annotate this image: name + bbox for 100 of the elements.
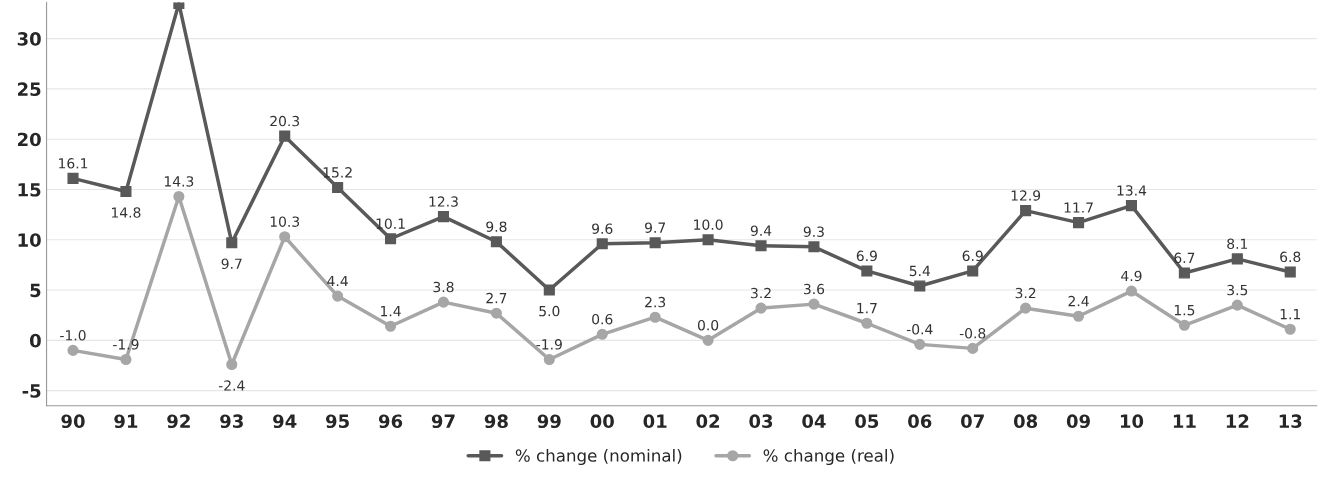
y-tick-label: 0 [29, 333, 41, 348]
y-tick-label: -5 [22, 384, 41, 398]
point [861, 265, 873, 277]
x-tick-label: 95 [326, 414, 349, 429]
x-tick-label: 11 [1173, 414, 1196, 428]
data-label: -1.9 [536, 339, 562, 350]
point [437, 211, 450, 223]
point [120, 185, 132, 198]
point [596, 328, 608, 340]
data-label: 3.2 [1015, 287, 1036, 299]
point [1231, 299, 1243, 311]
point [755, 240, 767, 252]
point [490, 236, 502, 248]
data-label: 9.7 [221, 258, 242, 270]
x-tick-label: 01 [643, 414, 667, 429]
point [649, 237, 661, 249]
point [808, 298, 820, 310]
legend-label: % change (nominal) [515, 448, 682, 466]
point [967, 342, 979, 354]
data-label: 6.9 [962, 250, 983, 262]
point [649, 311, 661, 323]
x-tick-label: 99 [537, 414, 561, 429]
y-tick-label: 30 [17, 32, 41, 46]
data-label: -1.9 [113, 339, 139, 350]
data-label: 9.3 [803, 226, 824, 237]
point [914, 338, 926, 350]
point [1020, 205, 1032, 217]
x-tick-label: 97 [431, 414, 455, 429]
x-tick-label: 13 [1279, 414, 1302, 429]
x-tick-label: 08 [1013, 414, 1038, 429]
point [1178, 319, 1190, 331]
point [755, 302, 767, 314]
point [384, 320, 397, 332]
point [861, 317, 873, 329]
point [543, 284, 555, 296]
data-label: 3.6 [803, 283, 825, 295]
point [1125, 200, 1138, 212]
point [1284, 266, 1296, 278]
point [1020, 302, 1032, 314]
y-tick-label: 15 [18, 183, 41, 197]
data-label: 9.4 [750, 225, 772, 236]
x-tick-label: 05 [855, 414, 879, 429]
point [437, 296, 450, 308]
point [702, 234, 714, 246]
data-label: 3.2 [751, 287, 771, 299]
x-tick-label: 90 [61, 414, 85, 429]
point [1231, 253, 1243, 265]
point [596, 238, 608, 250]
point [67, 172, 79, 184]
data-label: 4.9 [1121, 270, 1142, 282]
y-tick-label: 5 [30, 283, 41, 298]
data-label: 10.0 [694, 219, 723, 230]
point [967, 265, 979, 277]
point [490, 307, 502, 319]
data-label: 1.5 [1174, 305, 1195, 316]
point [914, 280, 926, 292]
data-label: 10.1 [376, 218, 405, 229]
data-label: 11.7 [1064, 202, 1093, 213]
point [1072, 310, 1085, 322]
data-label: -1.0 [60, 330, 86, 341]
x-tick-label: 02 [696, 414, 720, 429]
x-tick-label: 00 [590, 414, 614, 429]
data-label: 1.4 [381, 306, 401, 317]
data-label: 5.4 [909, 265, 931, 277]
data-label: 1.1 [1280, 309, 1300, 320]
x-tick-label: 94 [273, 414, 297, 429]
data-label: 8.1 [1227, 238, 1248, 250]
point [279, 130, 291, 142]
x-tick-label: 06 [908, 414, 932, 429]
x-tick-label: 04 [802, 414, 826, 429]
x-tick-label: 12 [1226, 414, 1249, 428]
data-label: 3.5 [1227, 284, 1248, 296]
data-label: 13.4 [1117, 185, 1147, 196]
data-label: -2.4 [218, 380, 245, 391]
data-label: 16.1 [59, 158, 88, 169]
data-label: -0.4 [906, 324, 933, 335]
x-tick-label: 07 [961, 414, 984, 429]
data-label: 4.4 [327, 275, 348, 287]
data-label: 12.9 [1011, 190, 1041, 201]
data-label: 14.8 [112, 207, 141, 218]
point [384, 233, 397, 245]
point [67, 344, 79, 356]
point [1284, 323, 1296, 335]
x-tick-label: 10 [1120, 414, 1144, 429]
data-label: 9.6 [592, 223, 613, 234]
x-tick-label: 96 [378, 414, 403, 429]
data-label: 6.9 [856, 250, 877, 262]
x-tick-label: 09 [1066, 414, 1090, 429]
point [332, 181, 344, 194]
data-label: 2.7 [486, 292, 507, 304]
y-tick-label: 10 [18, 233, 41, 247]
point [332, 290, 344, 302]
y-tick-label: 20 [17, 132, 41, 147]
data-label: 2.3 [645, 296, 666, 308]
point [808, 241, 820, 253]
point [226, 237, 238, 249]
data-label: 14.3 [164, 176, 194, 187]
data-label: 6.7 [1174, 252, 1195, 264]
x-tick-label: 98 [484, 414, 508, 429]
data-label: 9.8 [486, 221, 507, 232]
